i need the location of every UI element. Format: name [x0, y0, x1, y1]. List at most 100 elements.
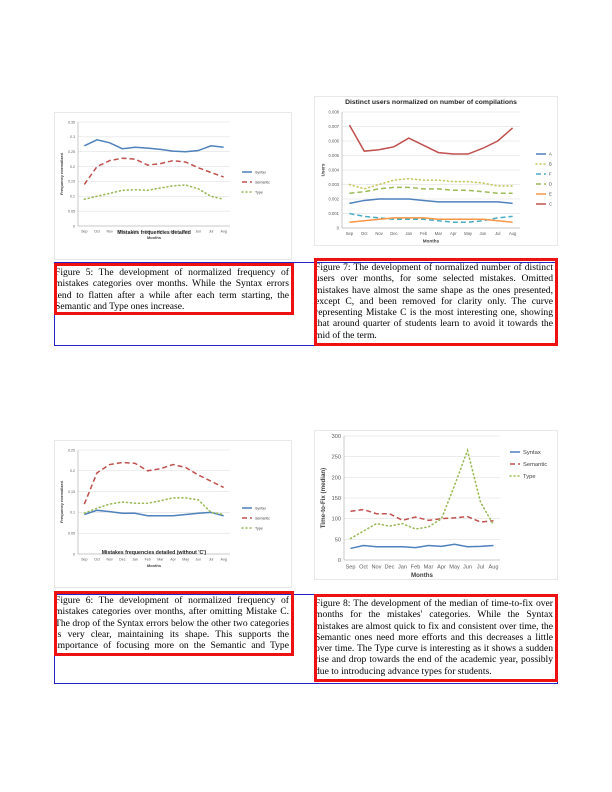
- legend-label: Type: [255, 526, 263, 530]
- y-axis-label: Frequency normalized: [59, 480, 64, 523]
- y-tick-label: 0.15: [68, 490, 75, 494]
- y-tick-label: 0.05: [68, 531, 75, 535]
- x-tick-label: Sep: [81, 230, 87, 234]
- legend-label: Type: [255, 190, 263, 194]
- x-axis-label: Months: [411, 572, 433, 579]
- y-tick-label: 0.25: [68, 448, 75, 452]
- legend-label: Syntax: [255, 506, 266, 510]
- y-tick-label: 200: [332, 475, 341, 481]
- x-tick-label: Jun: [195, 558, 201, 562]
- figure-7-caption: Figure 7: The development of normalized …: [314, 258, 558, 346]
- series-line-e: [349, 217, 513, 223]
- series-line-b: [348, 177, 514, 190]
- x-tick-label: Mar: [424, 565, 434, 571]
- y-tick-label: 0.005: [329, 153, 340, 158]
- x-tick-label: Jan: [398, 565, 407, 571]
- legend-label: C: [549, 201, 552, 206]
- y-tick-label: 0.007: [329, 124, 340, 129]
- y-tick-label: 300: [332, 434, 341, 440]
- x-tick-label: Jul: [477, 565, 484, 571]
- legend-label: F: [549, 171, 552, 176]
- figure-8-caption-text: Figure 8: The development of the median …: [315, 598, 553, 677]
- x-axis-label: Months: [147, 235, 162, 240]
- x-tick-label: Jan: [132, 230, 138, 234]
- x-tick-label: Jun: [480, 231, 487, 236]
- x-tick-label: Nov: [106, 558, 113, 562]
- series-line-syntax: [350, 543, 494, 550]
- figure-6-caption-text: Figure 6: The development of normalized …: [55, 595, 289, 653]
- legend-label: Type: [523, 474, 536, 480]
- x-tick-label: Aug: [489, 565, 499, 571]
- y-tick-label: 0.004: [329, 167, 340, 172]
- x-tick-label: Oct: [359, 565, 368, 571]
- x-tick-label: Feb: [420, 231, 428, 236]
- y-tick-label: 0.05: [68, 209, 75, 213]
- figure-5-caption-text: Figure 5: The development of normalized …: [55, 267, 289, 312]
- chart-frame: [54, 440, 292, 588]
- legend-label: Semantic: [255, 180, 270, 184]
- legend-label: E: [549, 191, 552, 196]
- chart-title: Mistakes frequencies detailed: [117, 230, 191, 236]
- y-tick-label: 0.002: [329, 196, 340, 201]
- x-tick-label: Dec: [385, 565, 395, 571]
- y-tick-label: 0.2: [70, 165, 75, 169]
- x-tick-label: Apr: [437, 565, 446, 571]
- y-tick-label: 0: [338, 558, 341, 564]
- figure-6-caption: Figure 6: The development of normalized …: [54, 591, 294, 656]
- y-tick-label: 0.2: [70, 469, 75, 473]
- x-tick-label: Dec: [119, 230, 126, 234]
- figure-8-caption: Figure 8: The development of the median …: [314, 594, 558, 682]
- figure-5-caption: Figure 5: The development of normalized …: [54, 263, 294, 315]
- y-tick-label: 0.006: [329, 138, 340, 143]
- x-tick-label: Oct: [94, 230, 100, 234]
- series-line-type: [83, 497, 225, 516]
- figure-7-caption-text: Figure 7: The development of normalized …: [315, 262, 553, 341]
- y-tick-label: 150: [332, 496, 341, 502]
- series-line-a: [349, 198, 513, 205]
- fig7-chart: 0 0.001 0.002 0.003 0.004 0.005 0.006 0.007 0.00…: [314, 96, 558, 246]
- x-tick-label: May: [464, 231, 473, 236]
- x-tick-label: Nov: [106, 230, 113, 234]
- y-tick-label: 0: [73, 224, 75, 228]
- x-axis-label: Months: [423, 238, 440, 243]
- y-tick-label: 0.008: [329, 109, 340, 114]
- y-axis-label: Users: [320, 163, 325, 176]
- x-tick-label: May: [182, 558, 189, 562]
- y-tick-label: 0.001: [329, 211, 340, 216]
- x-tick-label: Mar: [157, 230, 164, 234]
- y-tick-label: 0.3: [70, 135, 75, 139]
- x-tick-label: Jul: [495, 231, 500, 236]
- x-tick-label: Aug: [220, 558, 226, 562]
- x-tick-label: Nov: [372, 565, 382, 571]
- x-tick-label: Feb: [145, 230, 151, 234]
- x-tick-label: Sep: [81, 558, 87, 562]
- x-tick-label: May: [449, 565, 460, 571]
- x-axis-label: Months: [147, 563, 162, 568]
- x-tick-label: Jun: [463, 565, 472, 571]
- y-tick-label: 100: [332, 517, 341, 523]
- x-tick-label: Apr: [450, 231, 457, 236]
- series-line-semantic: [350, 508, 494, 523]
- x-tick-label: Mar: [157, 558, 164, 562]
- y-tick-label: 0: [73, 552, 75, 556]
- x-tick-label: Feb: [145, 558, 151, 562]
- y-tick-label: 0.25: [68, 150, 75, 154]
- x-tick-label: Apr: [170, 558, 176, 562]
- x-tick-label: Oct: [361, 231, 368, 236]
- x-tick-label: Jul: [209, 230, 214, 234]
- legend-label: A: [549, 151, 552, 156]
- y-tick-label: 250: [332, 455, 341, 461]
- x-tick-label: Nov: [375, 231, 383, 236]
- x-tick-label: Sep: [346, 231, 354, 236]
- series-line-semantic: [83, 461, 225, 505]
- x-tick-label: Mar: [435, 231, 443, 236]
- x-tick-label: Jun: [195, 230, 201, 234]
- legend-label: Semantic: [255, 516, 270, 520]
- fig5-chart: 0 0.05 0.1 0.15 0.2 0.25 0.3 0.35 Sep Oct Nov Dec Ja…: [54, 112, 292, 260]
- y-tick-label: 0.1: [70, 195, 75, 199]
- x-tick-label: Dec: [119, 558, 126, 562]
- x-tick-label: Jan: [405, 231, 412, 236]
- x-tick-label: Oct: [94, 558, 100, 562]
- x-tick-label: May: [182, 230, 189, 234]
